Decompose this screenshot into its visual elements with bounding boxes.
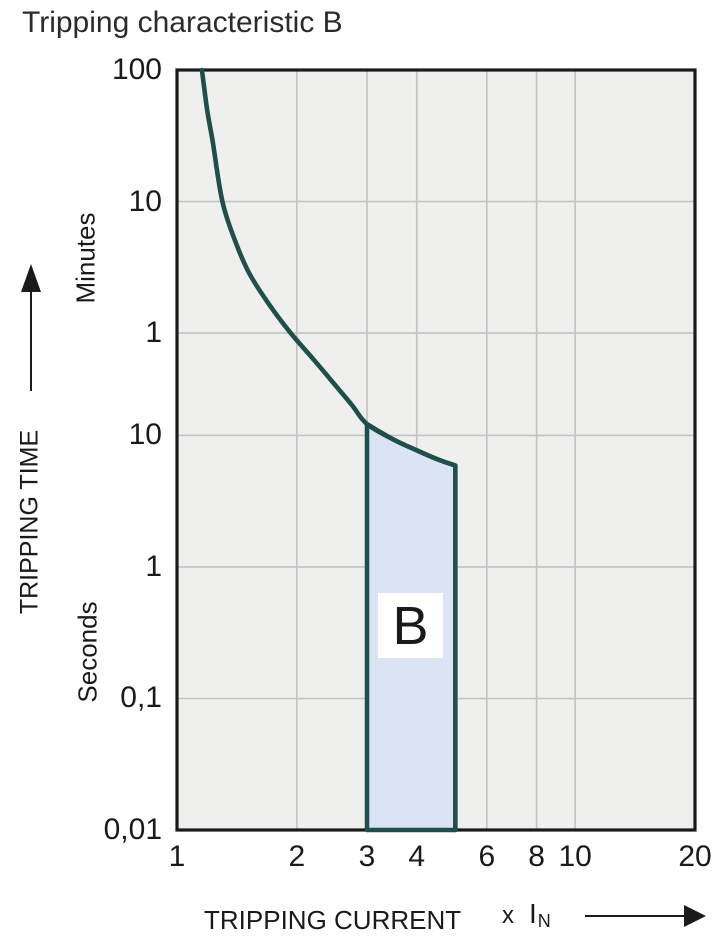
current-subscript: N: [537, 911, 551, 931]
y-tick-label: 10: [128, 184, 162, 218]
y-axis-unit-minutes: Minutes: [70, 212, 101, 304]
right-arrow-icon: [585, 905, 706, 927]
y-tick-label: 0,1: [120, 681, 162, 715]
x-tick-label: 6: [478, 840, 496, 873]
plot-area: [175, 67, 697, 833]
x-tick-label: 10: [558, 840, 592, 873]
y-tick-label: 0,01: [103, 813, 162, 846]
region-b-label: B: [392, 595, 429, 656]
x-tick-label: 20: [678, 840, 712, 873]
region-b-label-box: B: [378, 593, 443, 658]
y-axis-title: TRIPPING TIME: [15, 429, 44, 615]
x-tick-label: 1: [168, 840, 186, 873]
y-tick-label: 1: [145, 316, 162, 350]
tripping-curve: [199, 67, 458, 833]
current-symbol: I: [529, 898, 537, 929]
x-tick-label: 4: [408, 840, 426, 873]
chart-title: Tripping characteristic B: [22, 6, 343, 39]
up-arrow-icon: [21, 264, 41, 391]
times-symbol: x: [502, 902, 514, 929]
x-in-multiplier-label: x I N: [502, 898, 551, 932]
x-tick-label: 2: [288, 840, 306, 873]
x-tick-label: 3: [358, 840, 376, 873]
y-tick-label: 10: [128, 418, 162, 452]
y-tick-label: 1: [145, 549, 162, 583]
x-tick-label: 8: [528, 840, 545, 873]
x-axis-title: TRIPPING CURRENT: [204, 905, 462, 935]
y-tick-label: 100: [111, 53, 162, 86]
